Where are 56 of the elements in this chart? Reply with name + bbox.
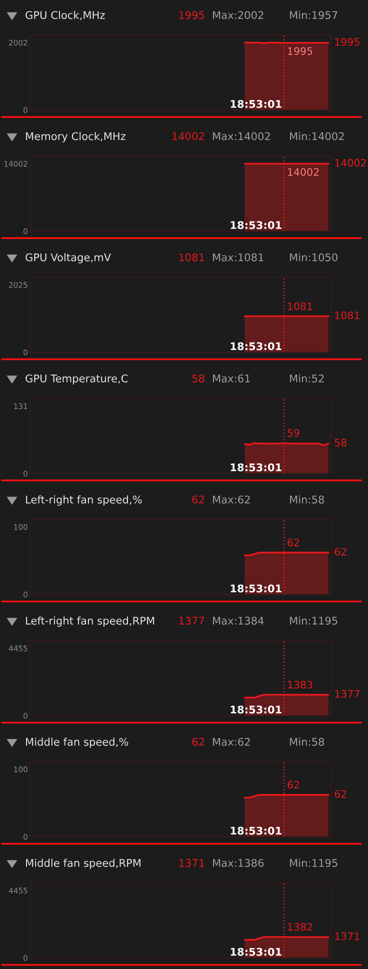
data-label: 62 [334, 790, 346, 798]
text: Max:61 [213, 374, 250, 382]
text: Max:1386 [213, 858, 264, 867]
text: Min:58 [290, 738, 324, 746]
text: Max:62 [213, 738, 250, 746]
data-label: 1081 [288, 302, 312, 310]
chart-title: GPU Clock,MHz [26, 10, 105, 20]
text: Min:52 [290, 374, 324, 382]
text: Max:1384 [213, 616, 264, 625]
annotation: 18:53:01 [230, 706, 282, 714]
text: 1377 [179, 616, 204, 625]
chart-title: Left-right fan speed,RPM [26, 616, 154, 627]
data-label: 62 [334, 548, 346, 556]
text: Min:14002 [290, 132, 344, 140]
chart-title: GPU Temperature,C [26, 374, 128, 384]
annotation: 18:53:01 [230, 221, 282, 230]
data-label: 59 [288, 429, 300, 437]
chart-title: Middle fan speed,% [26, 738, 128, 748]
text: Max:62 [213, 496, 250, 504]
text: Min:1957 [290, 10, 338, 20]
chart-title: Middle fan speed,RPM [26, 858, 140, 869]
data-label: 1382 [288, 923, 312, 931]
annotation: 18:53:01 [230, 826, 282, 835]
text: 1081 [179, 253, 204, 262]
data-label: 58 [334, 438, 346, 447]
text: Max:2002 [213, 11, 264, 20]
text: 1371 [179, 858, 204, 867]
chart-title: GPU Voltage,mV [26, 253, 111, 264]
text: 1995 [179, 11, 204, 20]
data-label: 1995 [335, 38, 360, 46]
annotation: 18:53:01 [230, 463, 282, 472]
data-label: 62 [288, 538, 299, 546]
data-label: 1383 [288, 680, 312, 689]
chart-title: Memory Clock,MHz [26, 132, 126, 142]
text: 58 [192, 374, 204, 382]
annotation: 18:53:01 [230, 948, 282, 956]
data-label: 1371 [335, 932, 360, 940]
data-label: 1081 [335, 311, 360, 320]
text: Max:14002 [213, 132, 270, 140]
data-label: 14002 [288, 168, 319, 176]
text: Min:1050 [290, 253, 338, 262]
data-label: 1377 [335, 690, 360, 698]
text: 62 [192, 738, 204, 746]
text: 62 [192, 496, 204, 504]
text: 14002 [172, 132, 204, 140]
data-label: 14002 [335, 158, 366, 167]
text: Max:1081 [213, 253, 264, 262]
text: Min:58 [290, 495, 324, 504]
data-label: 1995 [288, 47, 312, 55]
text: Min:1195 [290, 858, 338, 867]
data-label: 62 [288, 780, 299, 789]
text: Min:1195 [290, 616, 338, 625]
chart-title: Left-right fan speed,% [26, 495, 142, 506]
annotation: 18:53:01 [230, 342, 282, 350]
annotation: 18:53:01 [230, 100, 282, 108]
annotation: 18:53:01 [230, 584, 282, 592]
